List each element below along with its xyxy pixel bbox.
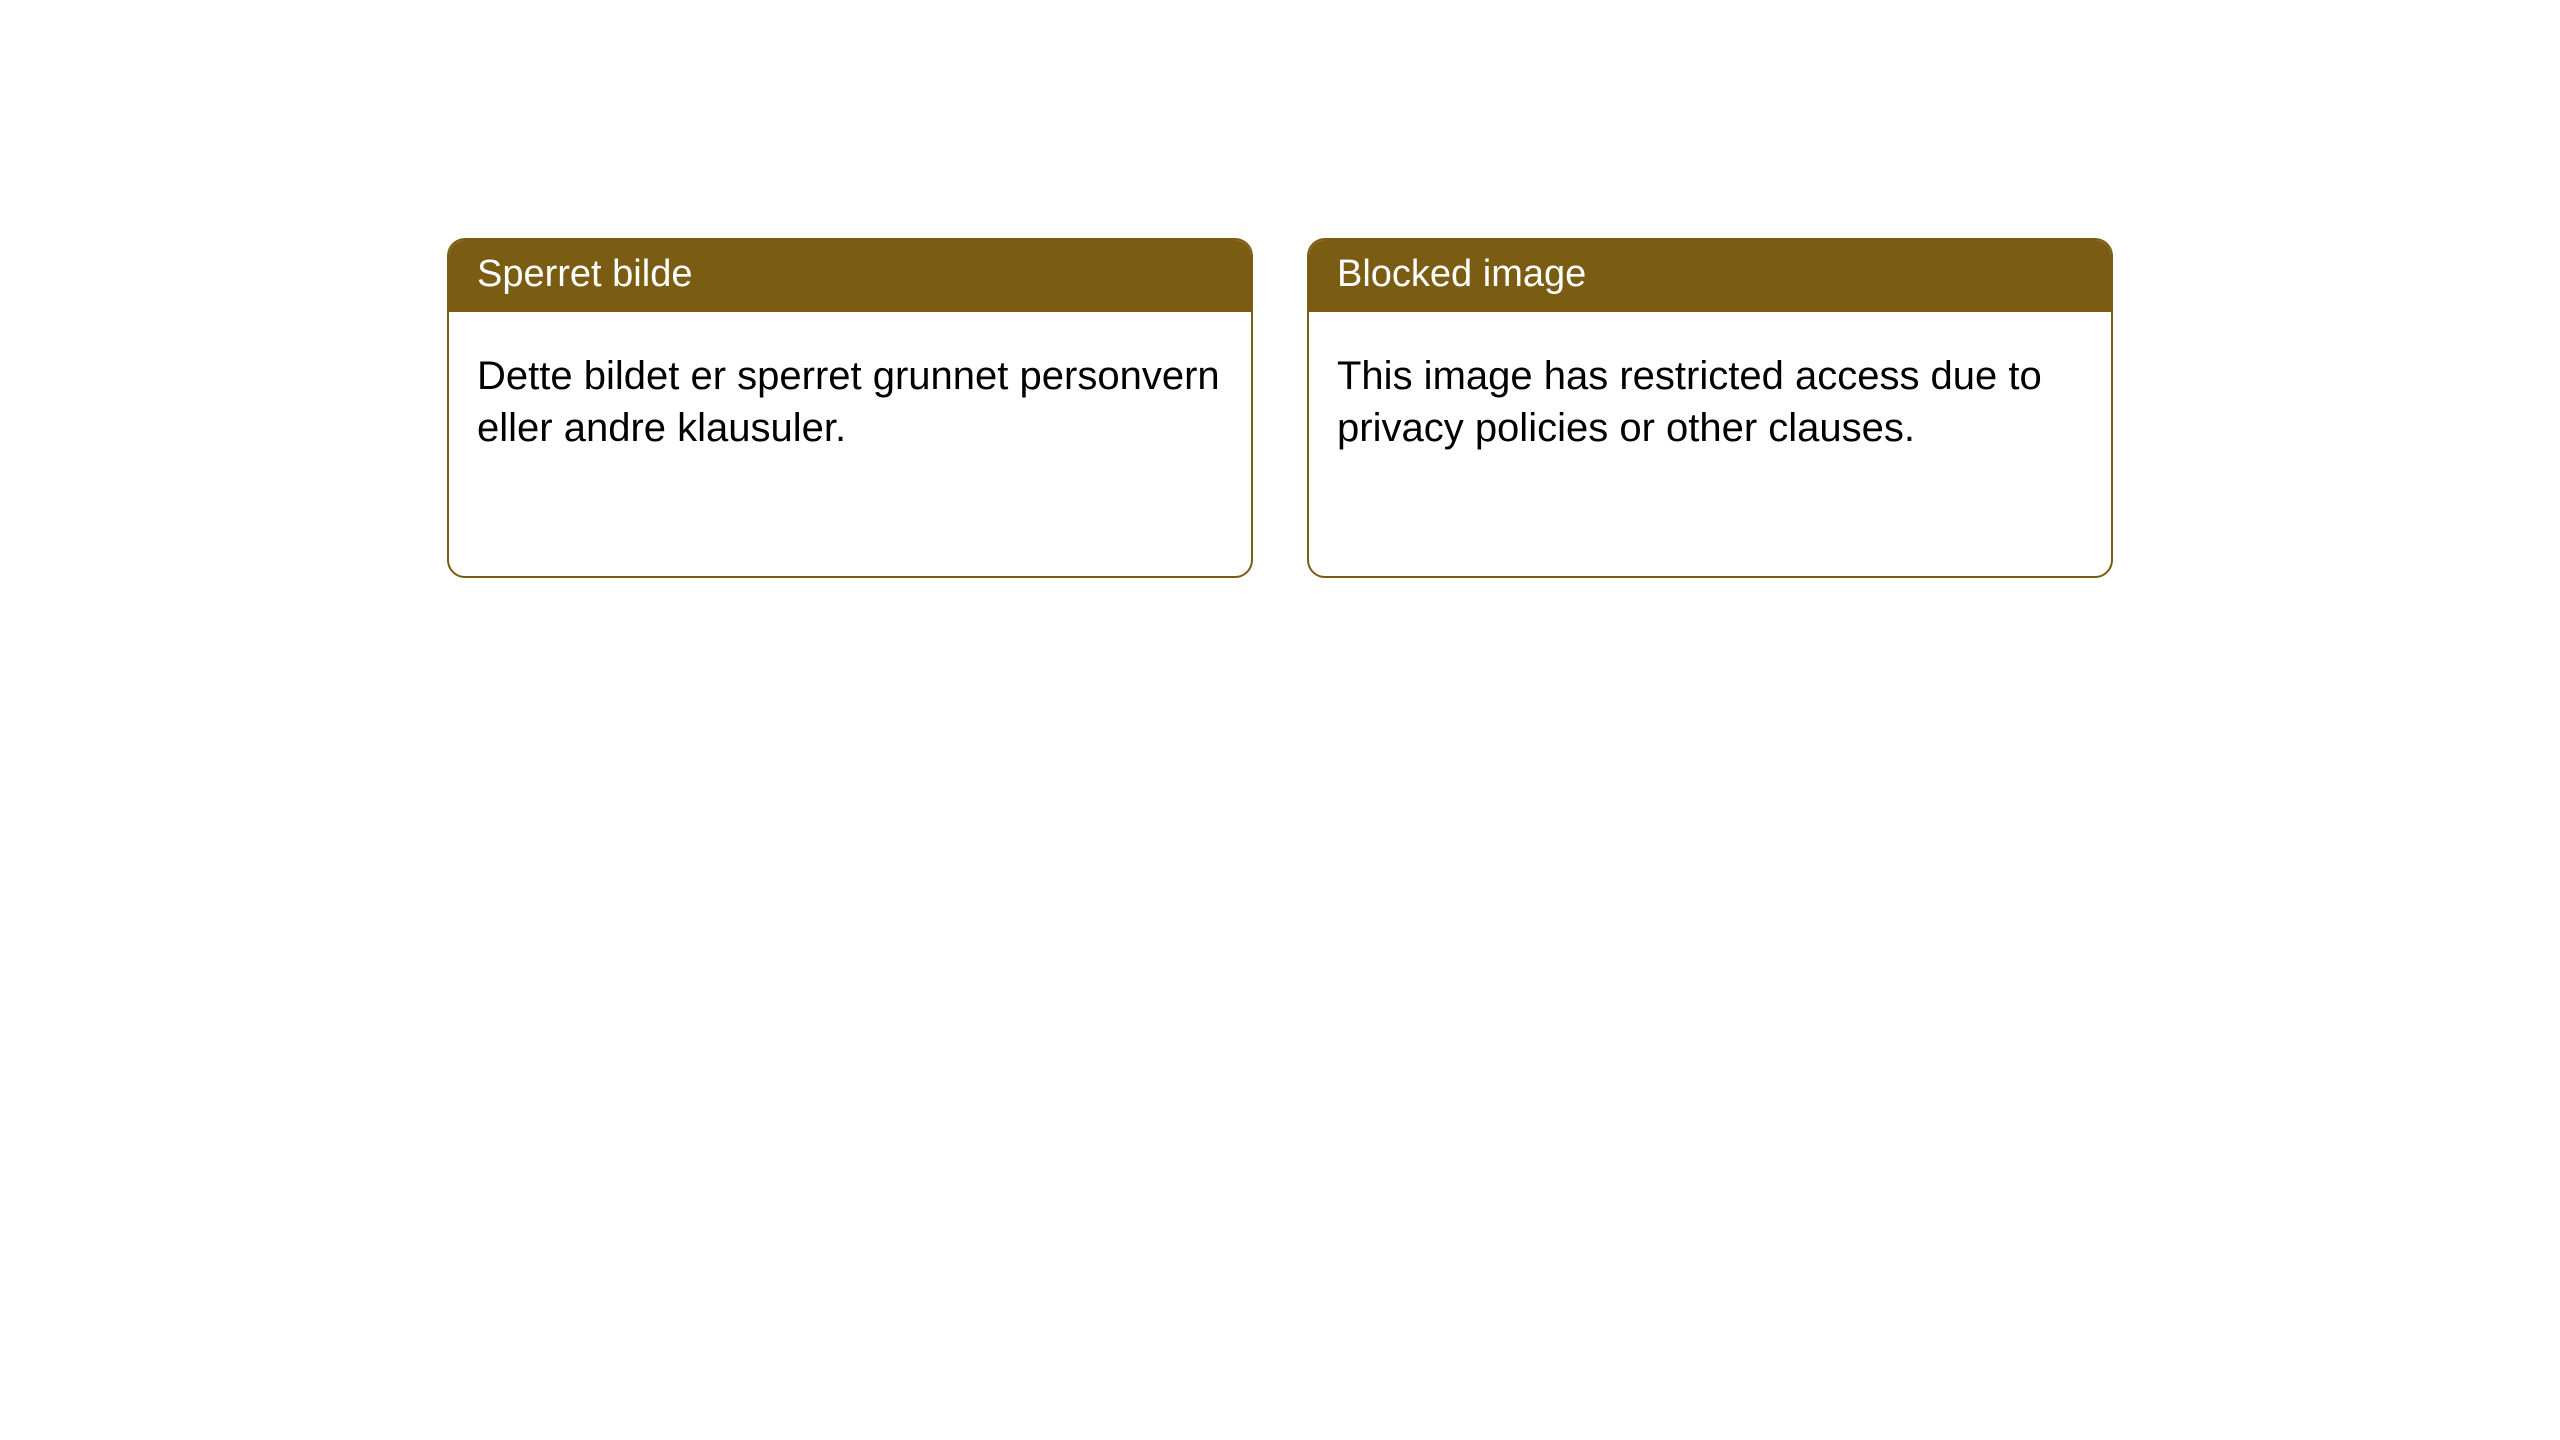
notice-card-english: Blocked image This image has restricted … bbox=[1307, 238, 2113, 578]
notice-header: Sperret bilde bbox=[449, 240, 1251, 312]
notice-body: Dette bildet er sperret grunnet personve… bbox=[449, 312, 1251, 482]
notice-container: Sperret bilde Dette bildet er sperret gr… bbox=[0, 0, 2560, 578]
notice-body: This image has restricted access due to … bbox=[1309, 312, 2111, 482]
notice-header: Blocked image bbox=[1309, 240, 2111, 312]
notice-card-norwegian: Sperret bilde Dette bildet er sperret gr… bbox=[447, 238, 1253, 578]
